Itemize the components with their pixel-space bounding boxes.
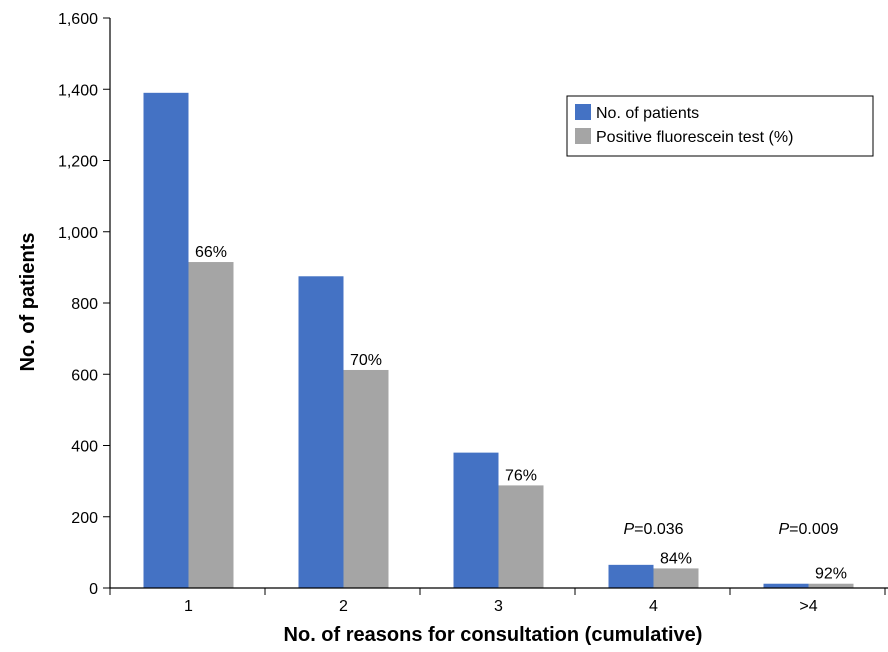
y-tick-label: 1,000 (58, 225, 98, 242)
x-tick-label: 3 (494, 598, 503, 615)
y-tick-label: 200 (71, 510, 98, 527)
bar-patients (298, 276, 344, 588)
y-tick-label: 0 (89, 581, 98, 598)
x-tick-label: 4 (649, 598, 658, 615)
bar-data-label: 70% (350, 352, 382, 369)
x-axis-ticks: 1 2 3 4 >4 (109, 588, 886, 615)
bar-patients (608, 564, 654, 588)
bar-fluorescein (808, 583, 854, 588)
bar-data-label: 76% (505, 467, 537, 484)
bar-data-label: 66% (195, 244, 227, 261)
y-tick-label: 1,600 (58, 11, 98, 28)
y-tick-label: 400 (71, 439, 98, 456)
x-tick-label: 2 (339, 598, 348, 615)
y-tick-label: 600 (71, 367, 98, 384)
y-axis-label: No. of patients (17, 233, 39, 372)
bar-patients (453, 452, 499, 588)
x-tick-label: >4 (799, 598, 817, 615)
bar-fluorescein (188, 262, 234, 588)
bar-fluorescein (343, 369, 389, 588)
bar-fluorescein (498, 485, 544, 588)
x-tick-label: 1 (184, 598, 193, 615)
bar-patients (143, 92, 189, 588)
y-tick-label: 1,200 (58, 154, 98, 171)
p-value-label: P=0.036 (623, 521, 683, 538)
bar-fluorescein (653, 568, 699, 588)
legend-box (566, 95, 874, 157)
bars-group (143, 92, 854, 588)
legend: No. of patients Positive fluorescein test… (566, 95, 874, 157)
legend-label: No. of patients (596, 105, 699, 122)
bar-patients (763, 583, 809, 588)
bar-data-label: 84% (660, 550, 692, 567)
y-axis-ticks: 0 200 400 600 800 1,000 1,200 1,400 1,600 (58, 11, 110, 598)
y-tick-label: 800 (71, 296, 98, 313)
legend-swatch (575, 104, 591, 120)
annotations-group: 66% 70% 76% 84% 92% P=0.036 P=0.009 (195, 244, 847, 583)
y-tick-label: 1,400 (58, 82, 98, 99)
y-axis-title: No. of patients (17, 233, 39, 372)
bar-data-label: 92% (815, 566, 847, 583)
x-axis-label: No. of reasons for consultation (cumulat… (284, 624, 703, 646)
p-value-label: P=0.009 (778, 521, 838, 538)
legend-label: Positive fluorescein test (%) (596, 129, 793, 146)
legend-swatch (575, 128, 591, 144)
